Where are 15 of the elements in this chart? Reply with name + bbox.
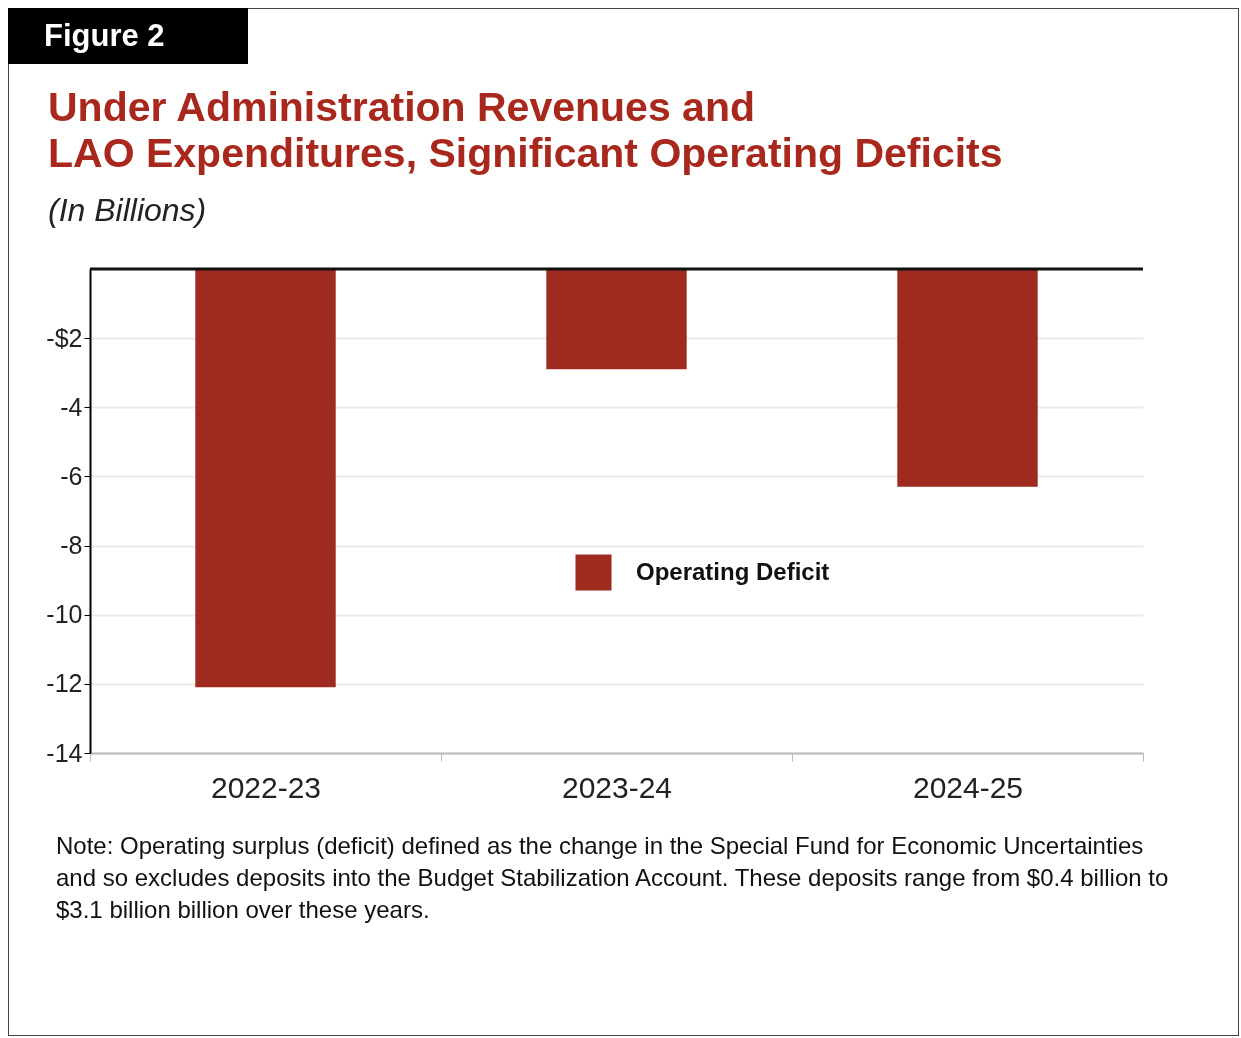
x-tick-label: 2023-24 xyxy=(561,770,673,804)
chart-title: Under Administration Revenues and LAO Expenditures, Significant Operating Deficits xyxy=(48,84,1003,176)
legend-label: Operating Deficit xyxy=(636,557,830,585)
text: Note: Operating surplus (deficit) defined as the change in the Special Fund for Economic Uncertainties and so excludes deposits into the Budget Stabilization Account. These deposits range from $0.4 billion to $3.1 billion billion over these years. xyxy=(56,831,1170,925)
y-tick-label: -8 xyxy=(60,531,83,560)
caption: Figure 2 xyxy=(8,8,248,64)
chart-subtitle: (In Billions) xyxy=(48,192,207,229)
y-tick-label: -12 xyxy=(46,669,83,698)
y-tick-label: -$2 xyxy=(46,323,83,352)
y-tick-label: -10 xyxy=(46,600,83,629)
y-tick-label: -14 xyxy=(46,738,83,767)
y-tick-label: -4 xyxy=(60,392,83,421)
x-tick-label: 2024-25 xyxy=(912,770,1024,804)
y-tick-label: -6 xyxy=(60,461,83,490)
x-tick-label: 2022-23 xyxy=(210,770,322,804)
